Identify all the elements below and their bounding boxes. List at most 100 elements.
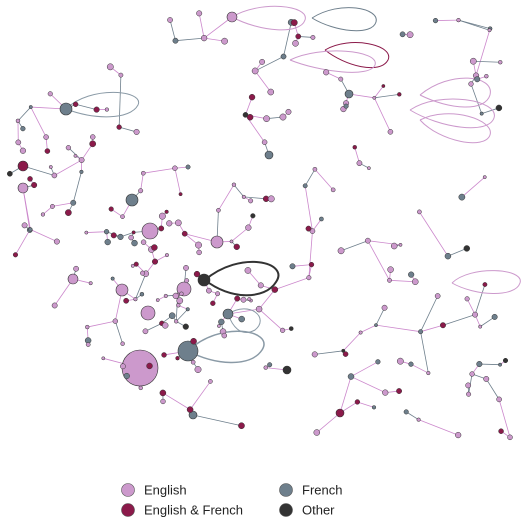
edge (203, 16, 233, 39)
node (263, 115, 270, 123)
edge (339, 376, 352, 414)
edge (473, 60, 501, 63)
node (195, 241, 202, 249)
node (292, 40, 299, 47)
node (50, 203, 55, 209)
node (85, 342, 91, 347)
self-loop (419, 113, 491, 144)
node (216, 207, 221, 213)
node (155, 298, 160, 302)
edge (374, 93, 400, 99)
self-loop (187, 330, 265, 364)
node (466, 391, 472, 397)
node (72, 101, 79, 108)
node (43, 134, 49, 140)
node (190, 337, 197, 345)
node (172, 292, 179, 300)
legend-swatch (279, 483, 293, 497)
node (396, 357, 404, 365)
node (238, 315, 245, 323)
edge (189, 381, 211, 410)
node (282, 365, 292, 375)
node (79, 169, 84, 174)
edge (470, 83, 483, 114)
edge (243, 196, 267, 200)
node (469, 57, 477, 65)
edge (475, 28, 491, 76)
node (229, 239, 234, 244)
node (110, 276, 115, 281)
edge (119, 126, 137, 133)
node (103, 229, 110, 235)
edge (420, 295, 439, 332)
node (48, 165, 53, 169)
edge (373, 97, 391, 133)
node (179, 291, 184, 296)
edge (283, 22, 292, 57)
node (40, 212, 46, 217)
node (15, 139, 22, 146)
node (264, 150, 274, 160)
node (166, 220, 173, 227)
node (483, 376, 490, 382)
node (408, 271, 415, 278)
node (387, 277, 392, 283)
edge (314, 169, 334, 191)
node (104, 238, 111, 246)
node (267, 88, 275, 96)
edge (30, 106, 47, 138)
node (139, 291, 145, 297)
node (194, 366, 202, 373)
node (403, 409, 409, 415)
legend-swatch (121, 483, 135, 497)
node (255, 305, 263, 313)
node (305, 225, 312, 232)
self-loop (311, 7, 377, 32)
node (374, 323, 378, 328)
node (308, 261, 315, 268)
node (487, 28, 492, 33)
node (309, 228, 316, 234)
node (352, 145, 357, 150)
node (472, 311, 479, 318)
node (218, 318, 225, 326)
node (20, 126, 26, 132)
node (133, 128, 140, 135)
edge (308, 231, 313, 278)
node (364, 237, 371, 244)
edge (458, 19, 490, 31)
node (234, 295, 241, 302)
node (398, 242, 403, 247)
edge (420, 331, 429, 374)
node (161, 352, 167, 358)
node (90, 134, 96, 140)
node (426, 370, 431, 376)
edge (343, 332, 361, 352)
edge (86, 231, 107, 233)
edge (360, 324, 377, 333)
node (160, 398, 166, 405)
node (115, 283, 129, 297)
node (456, 17, 461, 23)
node (112, 318, 119, 324)
node (158, 225, 165, 232)
node (140, 305, 156, 321)
node (367, 166, 371, 171)
node (151, 244, 158, 251)
edge (442, 314, 476, 326)
node (101, 356, 106, 361)
node (141, 170, 146, 176)
node (28, 227, 33, 232)
node (418, 329, 424, 335)
node (238, 422, 245, 430)
node (372, 95, 377, 100)
node (335, 408, 345, 418)
legend-swatch (121, 503, 135, 517)
node (347, 373, 355, 380)
node (222, 308, 234, 320)
node (78, 157, 85, 163)
node (226, 11, 238, 23)
node (241, 194, 246, 199)
node (482, 282, 488, 287)
node (240, 296, 247, 303)
